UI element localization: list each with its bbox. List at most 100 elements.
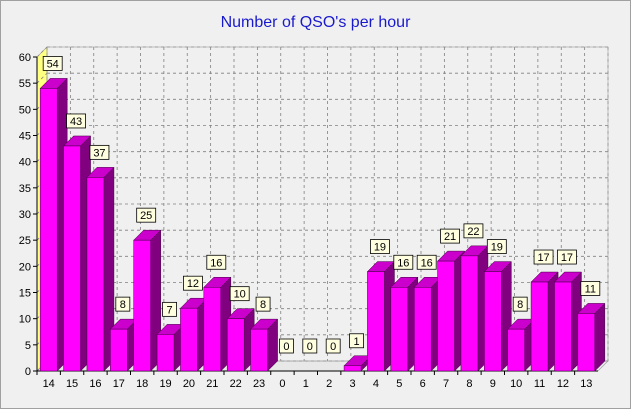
data-label-box xyxy=(486,239,507,254)
bar xyxy=(39,77,68,372)
data-label-text: 0 xyxy=(330,341,336,353)
x-tick-label: 18 xyxy=(136,378,148,390)
data-label-text: 43 xyxy=(70,116,82,128)
x-tick-label: 15 xyxy=(66,378,78,390)
bar-front xyxy=(390,287,409,372)
bar xyxy=(553,271,583,372)
x-tick-label: 16 xyxy=(89,378,101,390)
bar xyxy=(179,297,209,372)
chart-title: Number of QSO's per hour xyxy=(220,14,411,31)
bar-front xyxy=(156,334,175,372)
data-label-text: 8 xyxy=(120,299,126,311)
grid-line-wall xyxy=(36,46,48,58)
data-label-box xyxy=(302,338,318,354)
y-tick-label: 25 xyxy=(19,235,31,247)
data-label: 16 xyxy=(416,254,437,270)
data-label-text: 16 xyxy=(397,257,409,269)
bar xyxy=(390,276,419,372)
data-label: 43 xyxy=(66,113,86,129)
bars xyxy=(39,77,606,372)
data-label-text: 10 xyxy=(234,289,246,301)
x-tick-label: 7 xyxy=(443,378,449,390)
bar-front xyxy=(413,287,432,372)
data-label-text: 16 xyxy=(421,257,433,269)
data-label-box xyxy=(255,296,271,312)
data-label: 37 xyxy=(89,144,110,160)
x-tick-label: 0 xyxy=(279,378,285,390)
data-label-box xyxy=(183,275,203,291)
x-tick-label: 1 xyxy=(303,378,309,390)
data-label-box xyxy=(440,228,460,244)
data-label-text: 16 xyxy=(210,257,222,269)
bar-front xyxy=(507,328,525,372)
bar xyxy=(483,260,512,372)
x-tick-label: 21 xyxy=(206,378,218,390)
data-label-box xyxy=(162,301,177,317)
x-tick-label: 17 xyxy=(113,378,125,390)
data-label: 0 xyxy=(325,338,341,354)
y-tick-label: 10 xyxy=(19,314,31,326)
data-label: 0 xyxy=(302,338,318,354)
bar xyxy=(366,260,396,372)
bar-front xyxy=(437,260,455,372)
x-tick-label: 4 xyxy=(373,378,379,390)
data-label-box xyxy=(42,56,63,71)
x-tick-label: 13 xyxy=(580,378,592,390)
y-tick-label: 55 xyxy=(19,78,31,90)
data-label: 16 xyxy=(206,254,227,270)
data-label: 19 xyxy=(370,239,390,254)
bar-front xyxy=(226,318,245,372)
x-tick-label: 5 xyxy=(396,378,402,390)
data-label-text: 54 xyxy=(47,58,59,70)
x-tick-label: 3 xyxy=(350,378,356,390)
bar-front xyxy=(250,328,268,372)
y-tick-label: 20 xyxy=(19,261,31,273)
data-label: 17 xyxy=(557,249,577,265)
bar-front xyxy=(554,281,572,372)
data-label: 54 xyxy=(42,56,63,71)
y-tick-label: 40 xyxy=(19,157,31,169)
data-label: 25 xyxy=(136,207,157,223)
data-label: 8 xyxy=(255,296,271,312)
data-label-box xyxy=(136,207,157,223)
data-label-box xyxy=(557,249,577,265)
data-label-text: 17 xyxy=(561,252,573,264)
bar-front xyxy=(343,365,362,372)
x-tick-label: 19 xyxy=(159,378,171,390)
data-label-text: 7 xyxy=(167,304,173,316)
bar-side xyxy=(594,302,606,372)
x-tick-label: 6 xyxy=(420,378,426,390)
x-tick-label: 2 xyxy=(326,378,332,390)
data-label-box xyxy=(229,286,250,302)
x-tick-label: 12 xyxy=(557,378,569,390)
data-label-box xyxy=(512,296,528,312)
x-tick-label: 20 xyxy=(183,378,195,390)
data-label-text: 0 xyxy=(283,341,289,353)
data-label-box xyxy=(533,249,554,265)
x-tick-label: 8 xyxy=(466,378,472,390)
bar-front xyxy=(460,255,479,372)
data-labels: 54 43 37 8 25 7 12 16 10 8 0 0 0 1 19 16 16 21 22 19 8 17 17 11 xyxy=(42,56,601,354)
grid-line-wall xyxy=(36,72,48,84)
bar xyxy=(109,318,138,372)
data-label: 0 xyxy=(279,338,294,354)
bar-front xyxy=(577,313,596,372)
bar-front xyxy=(63,145,81,372)
data-label-text: 8 xyxy=(260,299,266,311)
data-label-box xyxy=(89,144,110,160)
data-label: 22 xyxy=(463,223,484,239)
bar xyxy=(249,318,279,372)
data-label: 1 xyxy=(349,333,364,349)
x-tick-label: 9 xyxy=(490,378,496,390)
y-tick-label: 0 xyxy=(25,366,31,378)
data-label: 21 xyxy=(440,228,460,244)
data-label-text: 11 xyxy=(585,283,596,295)
bar xyxy=(530,271,559,372)
data-label-text: 12 xyxy=(187,278,199,290)
bar xyxy=(203,276,232,372)
data-label-box xyxy=(279,338,294,354)
data-label: 8 xyxy=(115,296,131,312)
data-label: 7 xyxy=(162,301,177,317)
data-label-text: 1 xyxy=(354,336,360,348)
